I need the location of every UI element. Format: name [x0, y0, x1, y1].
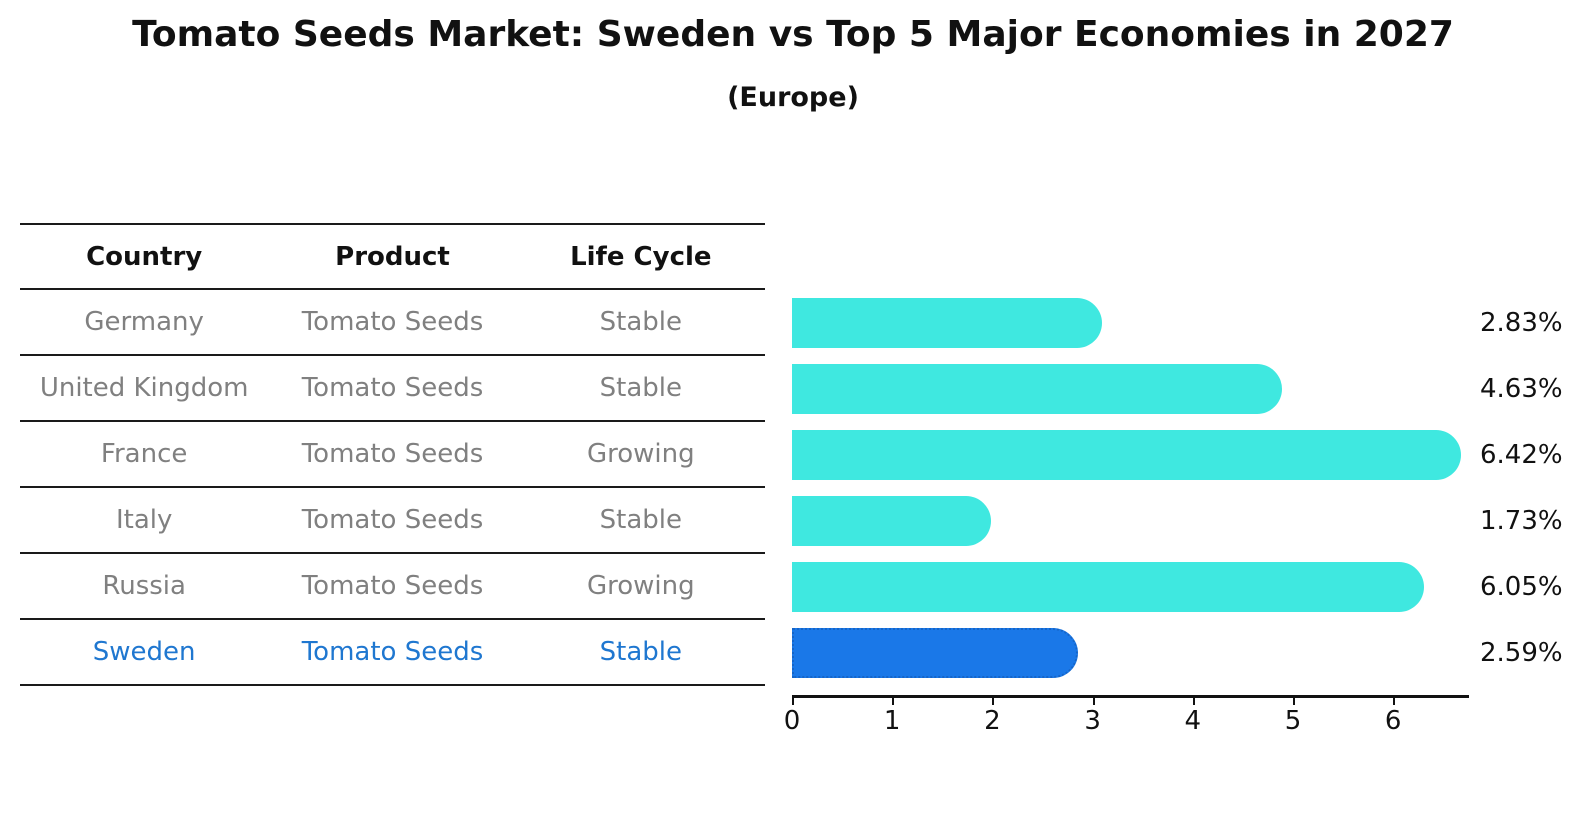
table-body: Germany Tomato Seeds Stable United Kingdom T… — [20, 290, 765, 686]
x-axis-tick-label: 4 — [1184, 706, 1202, 736]
value-label-germany: 2.83% — [1480, 308, 1563, 338]
cell-lifecycle: Stable — [599, 307, 682, 337]
x-axis-tick — [892, 697, 895, 705]
value-label-sweden: 2.59% — [1480, 638, 1563, 668]
cell-lifecycle: Growing — [586, 571, 695, 601]
x-axis-tick-label: 1 — [883, 706, 901, 736]
x-axis-tick — [1092, 697, 1095, 705]
x-axis-tick-label: 5 — [1284, 706, 1302, 736]
cell-product: Tomato Seeds — [301, 439, 484, 469]
cell-lifecycle: Stable — [599, 505, 682, 535]
x-axis-tick — [1393, 697, 1396, 705]
market-table: Country Product Life Cycle Germany Tomato… — [20, 223, 765, 686]
table-row: Russia Tomato Seeds Growing — [20, 554, 765, 620]
cell-lifecycle: Stable — [599, 637, 682, 667]
cell-product: Tomato Seeds — [301, 571, 484, 601]
bar-germany — [792, 298, 1102, 348]
cell-country: United Kingdom — [39, 373, 249, 403]
table-row: France Tomato Seeds Growing — [20, 422, 765, 488]
value-label-united-kingdom: 4.63% — [1480, 374, 1563, 404]
bar-sweden — [792, 628, 1078, 678]
cell-lifecycle: Growing — [586, 439, 695, 469]
header-cell-country: Country — [86, 241, 203, 272]
cell-country: Sweden — [92, 637, 196, 667]
value-label-italy: 1.73% — [1480, 506, 1563, 536]
x-axis-tick — [992, 697, 995, 705]
cell-country: Germany — [84, 307, 204, 337]
header-cell-lifecycle: Life Cycle — [570, 241, 712, 272]
x-axis-tick-label: 0 — [783, 706, 801, 736]
x-axis-tick-label: 2 — [984, 706, 1001, 736]
cell-lifecycle: Stable — [599, 373, 682, 403]
x-axis-tick — [1192, 697, 1195, 705]
table-row: United Kingdom Tomato Seeds Stable — [20, 356, 765, 422]
x-axis-tick — [1293, 697, 1295, 705]
x-axis-tick-label: 6 — [1384, 706, 1402, 736]
x-axis-tick-label: 3 — [1084, 706, 1101, 736]
bar-russia — [792, 562, 1425, 612]
table-row: Germany Tomato Seeds Stable — [20, 290, 765, 356]
header-cell-product: Product — [335, 241, 450, 272]
bar-italy — [792, 496, 992, 546]
cell-product: Tomato Seeds — [301, 373, 484, 403]
bar-chart: 2.83% 4.63% 6.42% 1.73% 6.05% 2.59% 0 1 2 3 4 5 6 — [784, 290, 1572, 736]
cell-product: Tomato Seeds — [301, 307, 484, 337]
x-axis-line — [792, 695, 1469, 698]
cell-product: Tomato Seeds — [301, 505, 484, 535]
table-header-row: Country Product Life Cycle — [20, 223, 765, 290]
value-label-russia: 6.05% — [1480, 572, 1563, 602]
cell-country: France — [100, 439, 188, 469]
bar-france — [792, 430, 1462, 480]
cell-country: Italy — [115, 505, 173, 535]
chart-title: Tomato Seeds Market: Sweden vs Top 5 Maj… — [132, 14, 1454, 55]
table-row: Italy Tomato Seeds Stable — [20, 488, 765, 554]
chart-subtitle: (Europe) — [727, 82, 859, 113]
cell-product: Tomato Seeds — [301, 637, 484, 667]
x-axis-tick — [792, 697, 794, 705]
bar-united-kingdom — [792, 364, 1282, 414]
cell-country: Russia — [102, 571, 186, 601]
value-label-france: 6.42% — [1480, 440, 1563, 470]
table-row: Sweden Tomato Seeds Stable — [20, 620, 765, 686]
